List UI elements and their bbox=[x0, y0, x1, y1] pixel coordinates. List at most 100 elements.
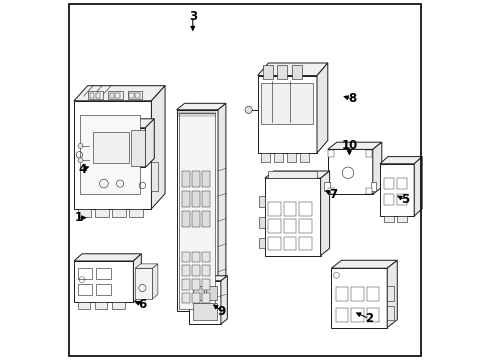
Bar bbox=[259, 217, 265, 228]
Bar bbox=[88, 91, 103, 99]
Polygon shape bbox=[189, 281, 221, 324]
Bar bbox=[384, 216, 393, 222]
Text: 1: 1 bbox=[74, 211, 83, 224]
Circle shape bbox=[78, 143, 83, 148]
Text: 3: 3 bbox=[189, 10, 197, 23]
Bar bbox=[277, 65, 288, 79]
Bar bbox=[97, 268, 111, 279]
Bar bbox=[96, 93, 100, 98]
Bar bbox=[384, 194, 393, 205]
Bar bbox=[202, 252, 210, 262]
Bar bbox=[80, 115, 140, 194]
Bar bbox=[202, 265, 210, 276]
Bar bbox=[112, 209, 126, 217]
Bar bbox=[182, 252, 190, 262]
Bar bbox=[259, 196, 265, 207]
Bar bbox=[396, 178, 407, 189]
Bar bbox=[206, 286, 217, 300]
Polygon shape bbox=[74, 261, 133, 302]
Bar bbox=[351, 287, 364, 301]
Bar bbox=[192, 191, 199, 207]
Bar bbox=[182, 293, 190, 303]
Bar bbox=[336, 287, 348, 301]
Polygon shape bbox=[414, 157, 422, 216]
Bar bbox=[202, 211, 210, 227]
Text: 6: 6 bbox=[138, 298, 147, 311]
Bar bbox=[110, 93, 114, 98]
Text: 4: 4 bbox=[78, 163, 86, 176]
Bar bbox=[90, 93, 94, 98]
Bar bbox=[179, 113, 215, 309]
Polygon shape bbox=[97, 165, 136, 170]
Bar bbox=[366, 188, 372, 194]
Polygon shape bbox=[221, 276, 227, 324]
Bar bbox=[298, 237, 312, 250]
Bar bbox=[287, 153, 296, 162]
Bar bbox=[192, 171, 199, 187]
Bar bbox=[108, 91, 122, 99]
Bar bbox=[328, 150, 334, 157]
Polygon shape bbox=[265, 178, 320, 256]
Bar bbox=[202, 293, 210, 303]
Bar bbox=[182, 265, 190, 276]
Bar bbox=[192, 293, 199, 303]
Polygon shape bbox=[328, 142, 382, 149]
Polygon shape bbox=[328, 149, 373, 194]
Polygon shape bbox=[97, 170, 129, 191]
Bar bbox=[397, 216, 407, 222]
Bar bbox=[274, 153, 283, 162]
Text: 10: 10 bbox=[341, 139, 358, 152]
Polygon shape bbox=[152, 264, 158, 299]
Bar bbox=[129, 209, 143, 217]
Polygon shape bbox=[387, 260, 397, 328]
Bar bbox=[269, 219, 281, 233]
Polygon shape bbox=[176, 103, 226, 110]
Bar bbox=[182, 191, 190, 207]
Bar bbox=[387, 286, 394, 301]
Bar bbox=[371, 182, 376, 191]
Polygon shape bbox=[258, 76, 317, 153]
Polygon shape bbox=[90, 119, 154, 128]
Bar bbox=[284, 219, 296, 233]
Bar bbox=[387, 306, 394, 320]
Polygon shape bbox=[189, 276, 227, 281]
Text: 5: 5 bbox=[401, 193, 409, 206]
Bar bbox=[151, 162, 158, 191]
Bar bbox=[77, 209, 91, 217]
Polygon shape bbox=[145, 119, 154, 167]
Bar bbox=[284, 202, 296, 216]
Bar bbox=[269, 202, 281, 216]
Polygon shape bbox=[331, 260, 397, 268]
Bar bbox=[192, 211, 199, 227]
Bar bbox=[336, 308, 348, 322]
Bar bbox=[93, 132, 129, 163]
Polygon shape bbox=[380, 164, 414, 216]
Bar bbox=[97, 284, 111, 295]
Bar bbox=[202, 279, 210, 290]
Bar bbox=[269, 171, 317, 178]
Bar bbox=[77, 302, 90, 309]
Bar bbox=[193, 286, 204, 300]
Bar bbox=[351, 308, 364, 322]
Text: 9: 9 bbox=[218, 305, 226, 318]
Text: 2: 2 bbox=[365, 312, 373, 325]
Circle shape bbox=[245, 106, 252, 113]
Bar bbox=[193, 303, 217, 320]
Bar bbox=[192, 252, 199, 262]
Polygon shape bbox=[331, 268, 387, 328]
Polygon shape bbox=[317, 63, 328, 153]
Polygon shape bbox=[176, 110, 218, 311]
Polygon shape bbox=[74, 101, 151, 209]
Bar bbox=[396, 194, 407, 205]
Text: 7: 7 bbox=[329, 188, 337, 201]
Bar bbox=[284, 237, 296, 250]
Polygon shape bbox=[265, 171, 330, 178]
Bar bbox=[384, 178, 393, 189]
Polygon shape bbox=[133, 254, 141, 302]
Polygon shape bbox=[74, 254, 141, 261]
Polygon shape bbox=[135, 268, 152, 299]
Bar bbox=[259, 238, 265, 248]
Bar bbox=[116, 93, 120, 98]
Text: 8: 8 bbox=[348, 93, 356, 105]
Bar bbox=[131, 130, 145, 166]
